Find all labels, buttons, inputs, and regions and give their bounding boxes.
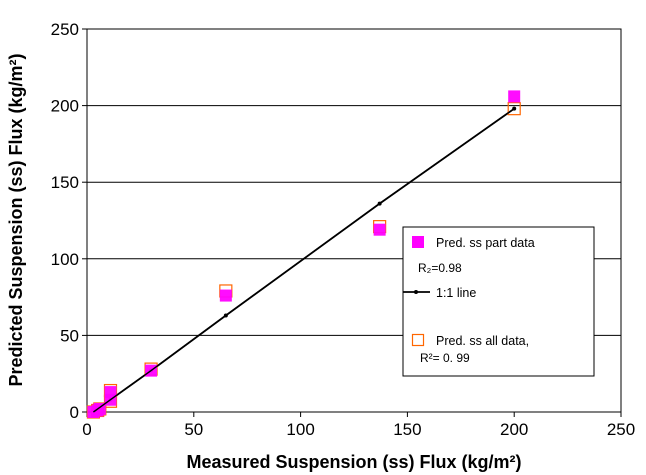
legend-label-line: 1:1 line bbox=[436, 286, 476, 300]
series-layer bbox=[86, 90, 521, 419]
y-tick-label: 50 bbox=[60, 326, 79, 345]
x-axis-ticks: 0 50 100 150 200 250 bbox=[82, 412, 635, 439]
y-tick-label: 150 bbox=[51, 173, 79, 192]
x-tick-label: 200 bbox=[500, 420, 528, 439]
y-axis-ticks: 0 50 100 150 200 250 bbox=[51, 20, 87, 422]
legend-r2-all-data: R²= 0. 99 bbox=[420, 351, 470, 365]
legend-marker-part-data bbox=[412, 236, 424, 248]
legend-marker-all-data bbox=[411, 333, 425, 347]
point-part-data bbox=[373, 223, 386, 236]
legend-r2-part-data: R₂=0.98 bbox=[418, 261, 462, 275]
x-axis-title: Measured Suspension (ss) Flux (kg/m²) bbox=[186, 452, 521, 472]
x-tick-label: 0 bbox=[82, 420, 91, 439]
series-line-1to1-overlay bbox=[92, 108, 515, 413]
legend: Pred. ss part data R₂=0.98 1:1 line Pred… bbox=[402, 226, 595, 377]
point-part-data bbox=[219, 289, 232, 302]
legend-marker-line-dot bbox=[414, 290, 418, 294]
y-tick-label: 0 bbox=[70, 403, 79, 422]
x-tick-label: 250 bbox=[607, 420, 635, 439]
y-axis-title: Predicted Suspension (ss) Flux (kg/m²) bbox=[6, 53, 26, 386]
x-tick-label: 50 bbox=[184, 420, 203, 439]
point-all-data bbox=[507, 102, 521, 116]
x-tick-label: 100 bbox=[286, 420, 314, 439]
legend-label-part-data: Pred. ss part data bbox=[436, 236, 535, 250]
y-tick-label: 200 bbox=[51, 97, 79, 116]
point-part-data bbox=[508, 90, 521, 103]
legend-label-all-data: Pred. ss all data, bbox=[436, 334, 529, 348]
y-tick-label: 100 bbox=[51, 250, 79, 269]
y-tick-label: 250 bbox=[51, 20, 79, 39]
plot-area-frame bbox=[86, 28, 622, 413]
legend-box bbox=[402, 226, 595, 377]
x-tick-label: 150 bbox=[393, 420, 421, 439]
